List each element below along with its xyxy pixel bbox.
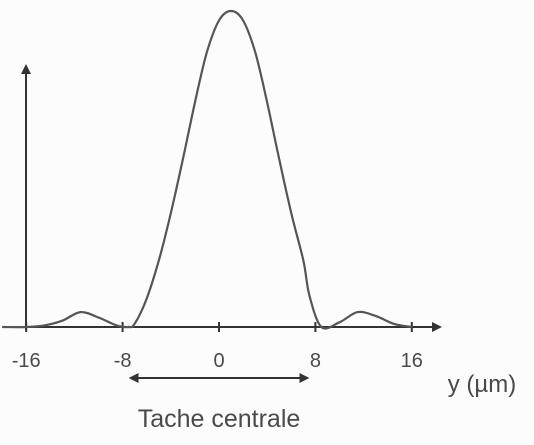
central-spot-label: Tache centrale — [138, 405, 301, 433]
x-tick-label: 8 — [310, 350, 321, 372]
intensity-curve — [2, 9, 412, 330]
x-tick-label: 16 — [401, 350, 423, 372]
x-axis-title: y (µm) — [448, 371, 516, 398]
x-tick-label: 0 — [213, 350, 224, 372]
x-tick-label: -8 — [114, 350, 132, 372]
x-tick-label: -16 — [12, 350, 41, 372]
